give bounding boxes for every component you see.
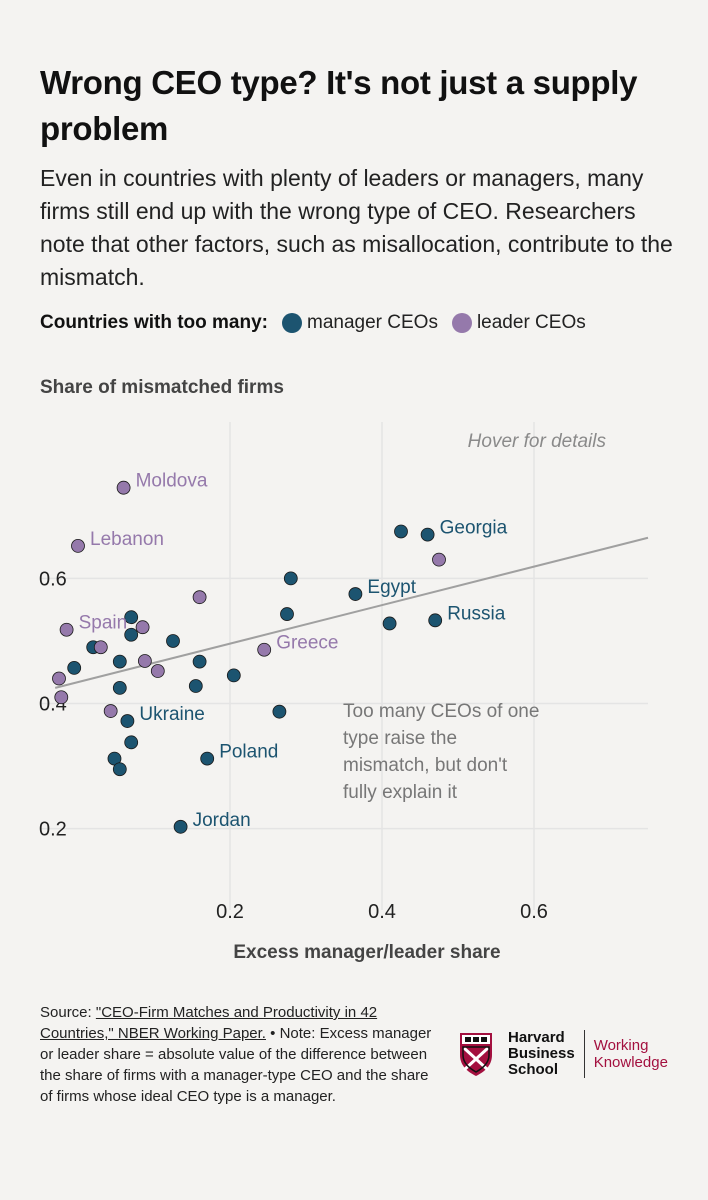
y-axis-label: Share of mismatched firms [40,377,284,398]
leader-point[interactable] [54,690,69,705]
leader-point[interactable] [116,480,131,495]
hover-note: Hover for details [468,431,607,452]
trend-line [54,536,649,689]
manager-point[interactable] [124,610,139,625]
legend: Countries with too many: manager CEOs le… [40,312,596,334]
point-label-spain: Spain [79,613,128,634]
annotation-line: Too many CEOs of one [343,701,539,722]
leader-point[interactable] [137,654,152,668]
point-label-greece: Greece [276,633,338,654]
annotation-line: mismatch, but don't [343,755,508,776]
hbs-word-2: Business [508,1045,575,1062]
point-label-russia: Russia [447,603,506,624]
manager-point[interactable] [173,819,188,834]
leader-point[interactable] [71,538,85,553]
x-tick-label: 0.2 [216,901,244,923]
point-label-ukraine: Ukraine [139,704,204,725]
source-prefix: Source: [40,1004,96,1021]
legend-leader-label[interactable]: leader CEOs [476,312,586,333]
leader-point[interactable] [103,704,118,718]
manager-point[interactable] [124,735,139,750]
legend-manager-swatch [282,313,302,333]
manager-point[interactable] [67,660,82,675]
manager-point[interactable] [283,571,298,586]
point-label-jordan: Jordan [193,810,251,831]
hbs-wordmark: Harvard Business School [508,1030,585,1078]
manager-point[interactable] [420,527,435,542]
wk-word-2: Knowledge [593,1054,668,1071]
x-axis-label: Excess manager/leader share [233,942,501,963]
wk-word-1: Working [593,1037,649,1054]
manager-point[interactable] [166,634,180,648]
annotation-text: Too many CEOs of one type raise the mismat… [343,701,539,803]
hbs-shield-icon [460,1033,492,1076]
manager-point[interactable] [226,668,241,683]
legend-manager-label[interactable]: manager CEOs [307,312,438,333]
point-label-poland: Poland [219,742,278,763]
source-note-text: • Note: Excess manager or leader share =… [40,1025,432,1105]
leader-point[interactable] [192,590,207,605]
annotation-line: type raise the [343,728,457,749]
point-label-egypt: Egypt [367,577,416,598]
hbs-wk-logo[interactable]: Harvard Business School Working Knowledg… [458,1030,668,1078]
manager-point[interactable] [112,762,127,777]
manager-point[interactable] [200,751,215,766]
leader-point[interactable] [432,552,446,567]
legend-leader-swatch [451,313,472,333]
x-tick-label: 0.4 [368,901,396,923]
leader-point[interactable] [257,642,272,657]
point-label-moldova: Moldova [136,471,208,492]
manager-point[interactable] [428,613,443,628]
manager-point[interactable] [188,679,203,693]
point-label-georgia: Georgia [440,518,508,539]
y-tick-label: 0.6 [39,568,67,590]
manager-point[interactable] [280,607,294,621]
manager-point[interactable] [348,587,363,601]
manager-point[interactable] [112,680,127,695]
manager-point[interactable] [382,616,397,631]
manager-point[interactable] [120,714,135,728]
leader-point[interactable] [59,622,74,637]
manager-point[interactable] [112,654,127,669]
manager-point[interactable] [192,654,207,669]
hbs-word-1: Harvard [508,1029,565,1046]
point-label-lebanon: Lebanon [90,529,164,550]
manager-point[interactable] [272,704,287,719]
legend-lead: Countries with too many: [40,312,268,333]
source-note: Source: "CEO-Firm Matches and Productivi… [40,1002,440,1107]
hbs-word-3: School [508,1061,559,1078]
manager-point[interactable] [394,524,408,539]
annotation-line: fully explain it [343,782,458,803]
source-link[interactable]: "CEO-Firm Matches and Productivity in 42… [40,1004,378,1042]
leader-point[interactable] [135,620,150,635]
chart-subtitle: Even in countries with plenty of leaders… [40,165,673,290]
wk-wordmark: Working Knowledge [594,1037,668,1071]
x-tick-label: 0.6 [520,901,548,923]
leader-point[interactable] [52,671,66,686]
manager-point[interactable] [124,627,139,642]
chart-title: Wrong CEO type? It's not just a supply p… [40,64,638,147]
leader-point[interactable] [150,664,165,678]
y-tick-label: 0.2 [39,819,67,841]
leader-point[interactable] [93,640,108,655]
